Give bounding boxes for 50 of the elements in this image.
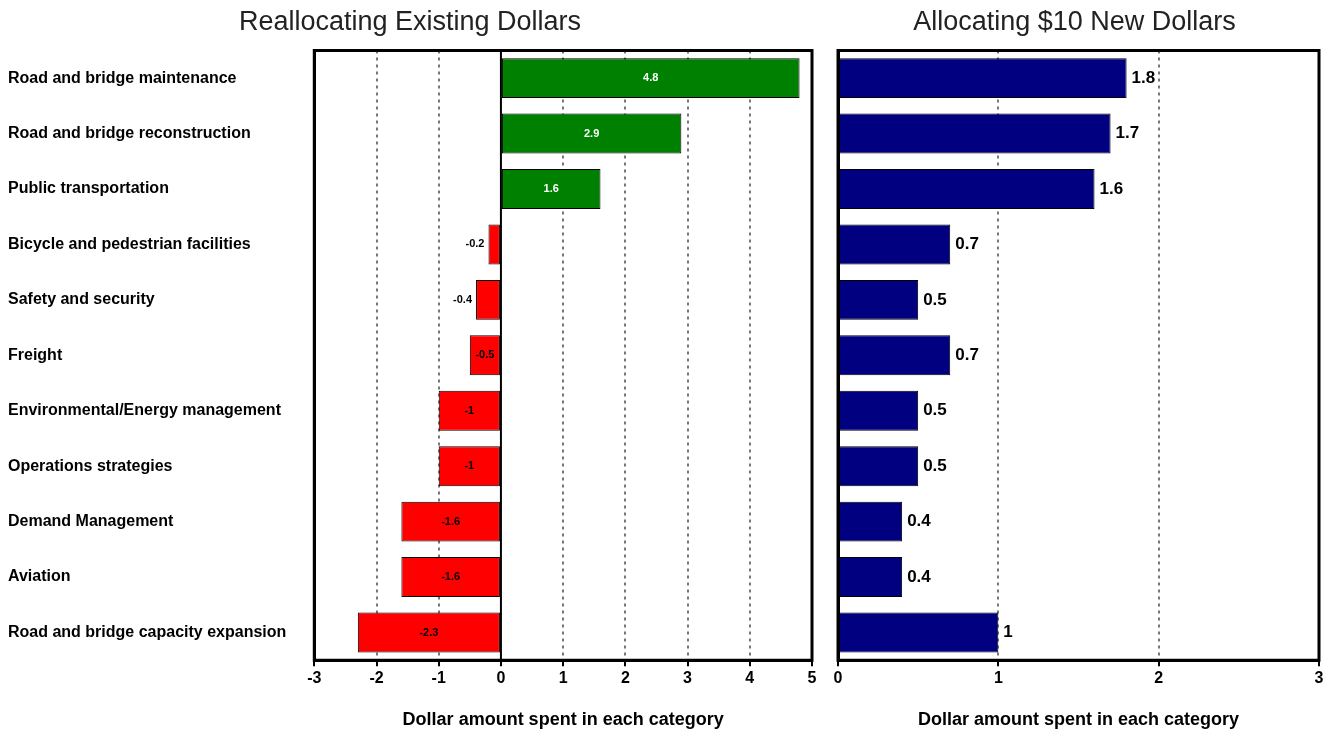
data-label: -1	[464, 403, 475, 416]
y-tick-label: Road and bridge capacity expansion	[8, 622, 287, 640]
x-tick-label: 0	[496, 669, 506, 687]
data-label: -0.4	[453, 292, 473, 305]
x-tick-label: 1	[993, 669, 1003, 687]
y-tick-label: Road and bridge reconstruction	[8, 123, 251, 141]
data-label: -1.6	[441, 514, 461, 527]
data-label: 2.9	[583, 126, 600, 139]
x-tick-label: 5	[807, 669, 817, 687]
y-tick-label: Public transportation	[8, 179, 169, 197]
data-label: 1.6	[1099, 178, 1124, 198]
data-label: 1.7	[1115, 123, 1140, 143]
x-axis-title: Dollar amount spent in each category	[917, 709, 1240, 730]
data-label: 1.6	[543, 182, 559, 195]
data-label: -1	[464, 459, 475, 472]
data-label: 0.4	[907, 511, 932, 531]
data-label: 1	[1003, 622, 1013, 642]
x-tick-label: 0	[833, 669, 843, 687]
data-label: 0.4	[907, 566, 932, 586]
data-label: 0.7	[955, 344, 979, 364]
x-tick-label: -2	[369, 669, 384, 687]
data-label: 1.8	[1131, 67, 1156, 87]
data-label: 0.5	[923, 455, 947, 475]
data-label: -0.5	[475, 348, 495, 361]
x-tick-label: -3	[307, 669, 322, 687]
x-tick-label: 1	[558, 669, 568, 687]
chart-title: Reallocating Existing Dollars	[238, 5, 582, 36]
data-label: 4.8	[643, 71, 659, 84]
y-tick-label: Bicycle and pedestrian facilities	[8, 234, 251, 252]
y-tick-label: Road and bridge maintenance	[8, 68, 237, 86]
y-tick-label: Freight	[8, 345, 63, 363]
data-label: 0.5	[923, 289, 947, 309]
data-label: -0.2	[465, 237, 485, 250]
x-tick-label: -1	[431, 669, 446, 687]
chart-title: Allocating $10 New Dollars	[913, 5, 1236, 36]
y-tick-label: Environmental/Energy management	[8, 401, 282, 419]
y-tick-label: Demand Management	[8, 512, 175, 530]
data-label: -2.3	[419, 625, 439, 638]
x-tick-label: 3	[683, 669, 693, 687]
x-tick-label: 2	[620, 669, 630, 687]
y-tick-label: Operations strategies	[8, 456, 173, 474]
y-tick-label: Aviation	[8, 567, 71, 585]
x-axis-title: Dollar amount spent in each category	[402, 709, 724, 730]
data-label: 0.5	[923, 400, 947, 420]
x-tick-label: 2	[1154, 669, 1164, 687]
data-label: -1.6	[441, 570, 461, 583]
y-tick-label: Safety and security	[8, 290, 155, 308]
x-tick-label: 4	[745, 669, 755, 687]
data-label: 0.7	[955, 234, 979, 254]
x-tick-label: 3	[1314, 669, 1324, 687]
